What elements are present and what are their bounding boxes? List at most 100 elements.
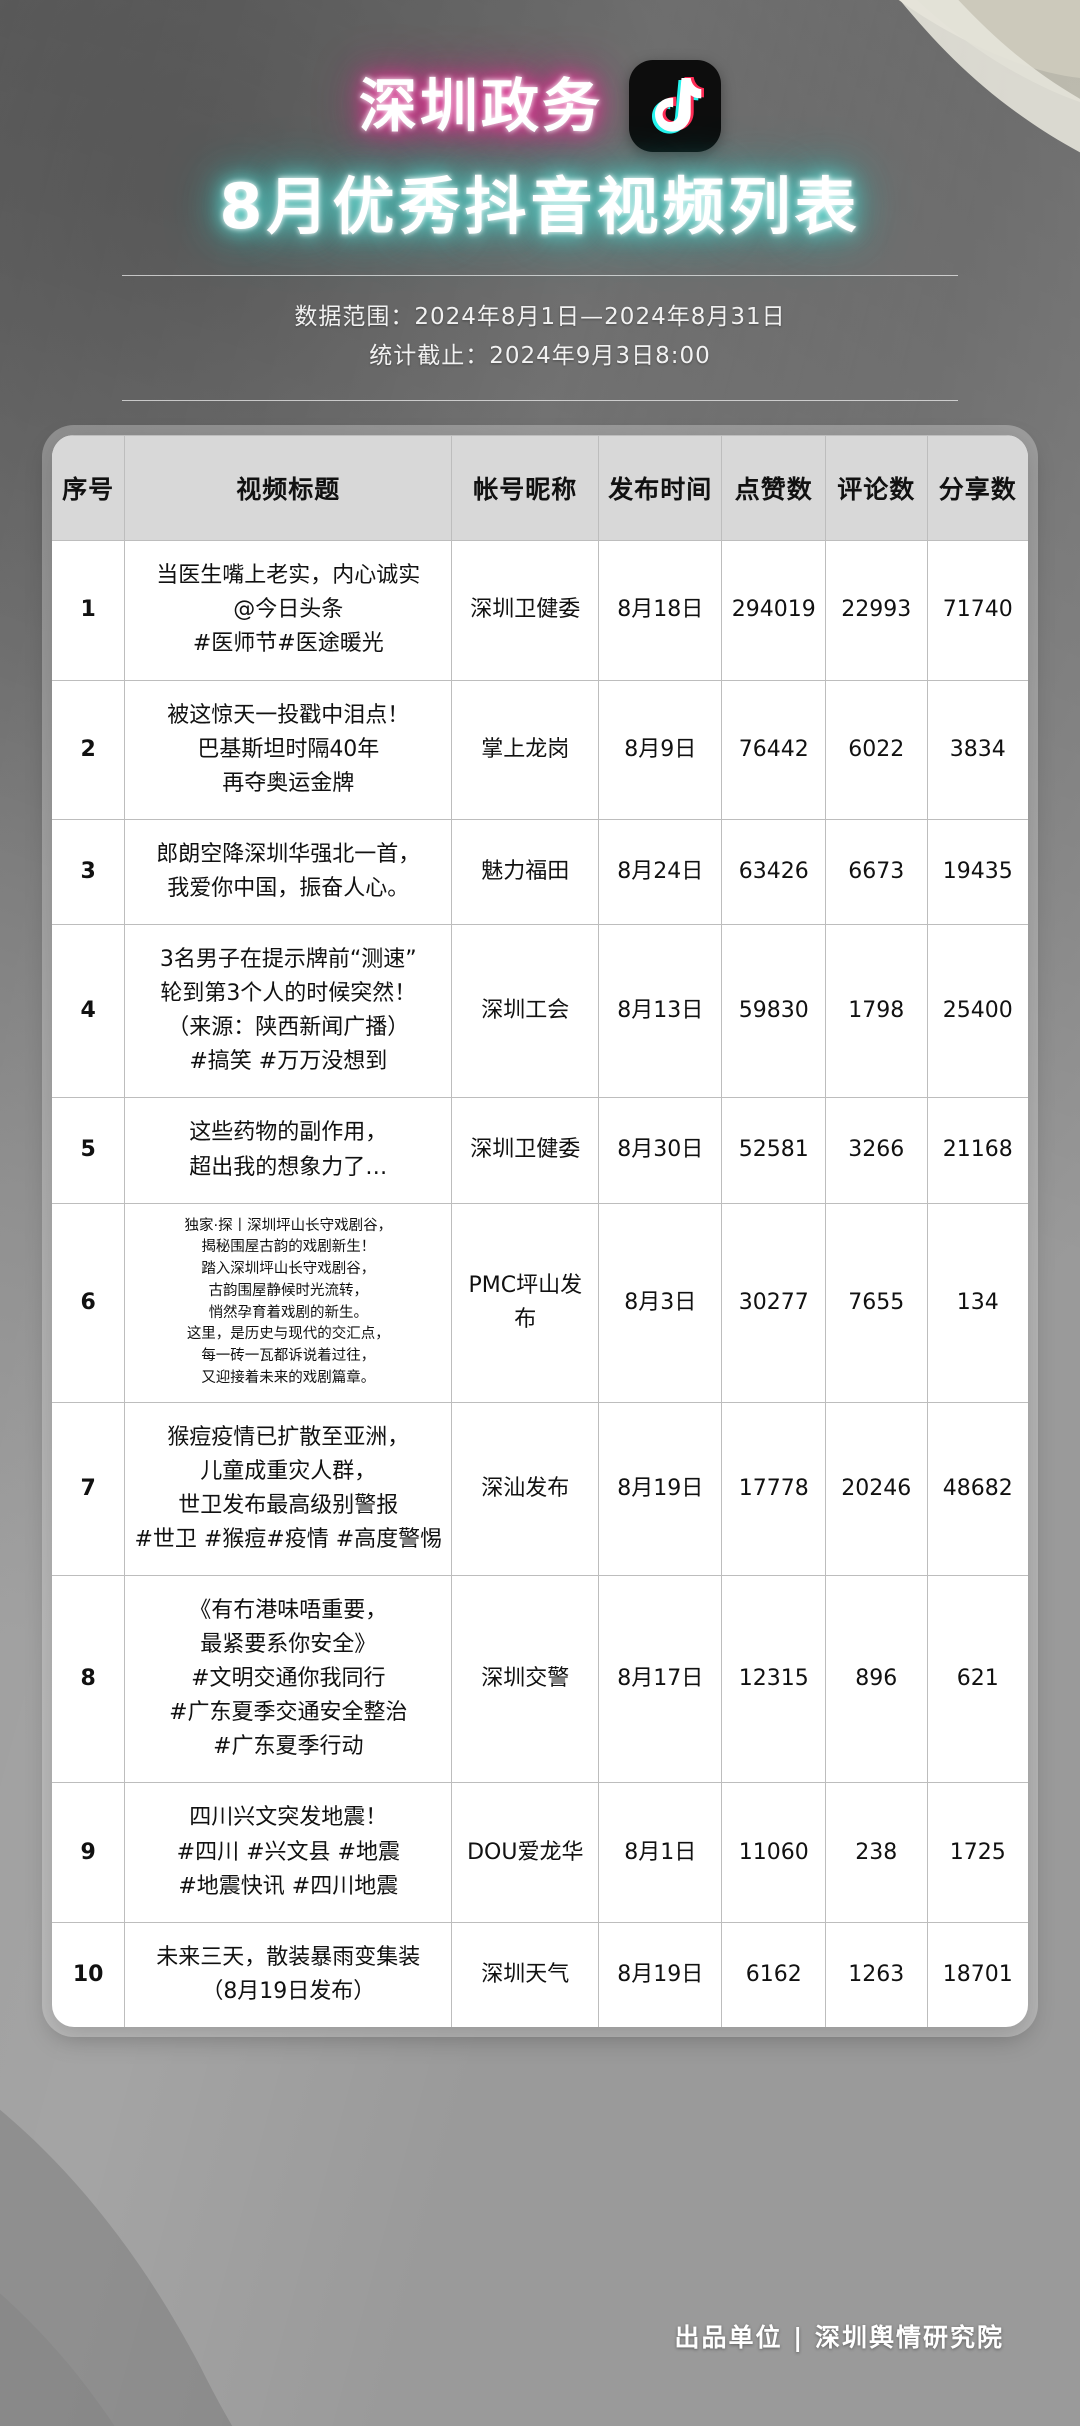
col-header-likes: 点赞数 (721, 435, 827, 542)
col-header-title: 视频标题 (124, 435, 453, 542)
row-shares-cell: 3834 (926, 679, 1028, 820)
row-comments-cell: 7655 (825, 1202, 928, 1403)
row-account-cell: 深圳工会 (451, 924, 600, 1099)
row-shares-cell: 134 (926, 1202, 1028, 1403)
row-index-cell: 5 (52, 1097, 126, 1204)
row-index-cell: 3 (52, 818, 126, 926)
table-row: 9 四川兴文突发地震！ #四川 #兴文县 #地震 #地震快讯 #四川地震 DOU爱龙华 8… (52, 1782, 1028, 1923)
footer: 出品单位 | 深圳舆情研究院 (674, 2323, 1004, 2352)
page-title-secondary: 8月优秀抖音视频列表 (219, 170, 861, 243)
row-account-cell: 深圳卫健委 (451, 1097, 600, 1204)
row-date-cell: 8月17日 (598, 1574, 723, 1784)
table-row: 1 当医生嘴上老实，内心诚实 @今日头条 #医师节#医途暖光 深圳卫健委 8月18日 294… (52, 540, 1028, 681)
meta-cutoff: 统计截止：2024年9月3日8:00 (369, 343, 711, 370)
row-date-cell: 8月30日 (598, 1097, 723, 1204)
meta-block: 数据范围：2024年8月1日—2024年8月31日 统计截止：2024年9月3日… (0, 298, 1080, 376)
row-date-cell: 8月1日 (598, 1782, 723, 1923)
row-comments-cell: 1798 (825, 924, 928, 1099)
table-header-row: 序号 视频标题 帐号昵称 发布时间 点赞数 评论数 分享数 (52, 435, 1028, 542)
row-comments-cell: 20246 (825, 1401, 928, 1576)
row-shares-cell: 48682 (926, 1401, 1028, 1576)
row-date-cell: 8月24日 (598, 818, 723, 926)
row-date-cell: 8月18日 (598, 540, 723, 681)
row-account-cell: DOU爱龙华 (451, 1782, 600, 1923)
row-likes-cell: 12315 (721, 1574, 827, 1784)
row-account-cell: 深圳天气 (451, 1921, 600, 2027)
row-title-cell: 3名男子在提示牌前“测速” 轮到第3个人的时候突然！ （来源：陕西新闻广播） #搞笑 … (124, 924, 453, 1099)
row-likes-cell: 17778 (721, 1401, 827, 1576)
table-body: 1 当医生嘴上老实，内心诚实 @今日头条 #医师节#医途暖光 深圳卫健委 8月18日 294… (52, 540, 1028, 2027)
row-title-cell: 郎朗空降深圳华强北一首， 我爱你中国，振奋人心。 (124, 818, 453, 926)
table-row: 6 独家·探丨深圳坪山长守戏剧谷， 揭秘围屋古韵的戏剧新生！ 踏入深圳坪山长守戏剧谷，… (52, 1202, 1028, 1403)
row-title-cell: 独家·探丨深圳坪山长守戏剧谷， 揭秘围屋古韵的戏剧新生！ 踏入深圳坪山长守戏剧谷，古… (124, 1202, 453, 1403)
page-title-primary: 深圳政务 (358, 72, 603, 140)
row-index-cell: 1 (52, 540, 126, 681)
title-row: 深圳政务 (0, 60, 1080, 152)
row-index-cell: 8 (52, 1574, 126, 1784)
row-index-cell: 9 (52, 1782, 126, 1923)
decorative-ribbon-top-right (580, 0, 1080, 500)
table-head: 序号 视频标题 帐号昵称 发布时间 点赞数 评论数 分享数 (52, 435, 1028, 542)
row-likes-cell: 294019 (721, 540, 827, 681)
table-row: 8 《有冇港味唔重要， 最紧要系你安全》 #文明交通你我同行 #广东夏季交通安全整治 #广… (52, 1574, 1028, 1784)
video-ranking-table: 序号 视频标题 帐号昵称 发布时间 点赞数 评论数 分享数 1 当医生嘴上老实，内… (52, 435, 1028, 2027)
row-likes-cell: 76442 (721, 679, 827, 820)
row-index-cell: 7 (52, 1401, 126, 1576)
row-comments-cell: 22993 (825, 540, 928, 681)
col-header-date: 发布时间 (598, 435, 723, 542)
row-account-cell: 深圳交警 (451, 1574, 600, 1784)
table-row: 7 猴痘疫情已扩散至亚洲， 儿童成重灾人群， 世卫发布最高级别警报 #世卫 #猴痘#疫情… (52, 1401, 1028, 1576)
row-account-cell: 魅力福田 (451, 818, 600, 926)
row-index-cell: 2 (52, 679, 126, 820)
tiktok-logo-icon (629, 60, 721, 152)
col-header-shares: 分享数 (926, 435, 1028, 542)
table-row: 4 3名男子在提示牌前“测速” 轮到第3个人的时候突然！ （来源：陕西新闻广播） #搞笑… (52, 924, 1028, 1099)
row-title-cell: 猴痘疫情已扩散至亚洲， 儿童成重灾人群， 世卫发布最高级别警报 #世卫 #猴痘#疫情 … (124, 1401, 453, 1576)
row-title-cell: 未来三天，散装暴雨变集装 （8月19日发布） (124, 1921, 453, 2027)
col-header-account: 帐号昵称 (451, 435, 600, 542)
row-likes-cell: 52581 (721, 1097, 827, 1204)
row-comments-cell: 6022 (825, 679, 928, 820)
page-header: 深圳政务 8月优秀抖音视频列表 数据范围：2024年8月1日—2024年8月31… (0, 0, 1080, 402)
table-row: 2 被这惊天一投戳中泪点！ 巴基斯坦时隔40年 再夺奥运金牌 掌上龙岗 8月9日 76442… (52, 679, 1028, 820)
row-title-cell: 这些药物的副作用， 超出我的想象力了… (124, 1097, 453, 1204)
row-index-cell: 6 (52, 1202, 126, 1403)
row-shares-cell: 25400 (926, 924, 1028, 1099)
row-date-cell: 8月9日 (598, 679, 723, 820)
row-account-cell: PMC坪山发布 (451, 1202, 600, 1403)
row-date-cell: 8月3日 (598, 1202, 723, 1403)
row-title-cell: 《有冇港味唔重要， 最紧要系你安全》 #文明交通你我同行 #广东夏季交通安全整治 #广东… (124, 1574, 453, 1784)
table-card: 序号 视频标题 帐号昵称 发布时间 点赞数 评论数 分享数 1 当医生嘴上老实，内… (52, 435, 1028, 2027)
table-row: 10 未来三天，散装暴雨变集装 （8月19日发布） 深圳天气 8月19日 6162 1263… (52, 1921, 1028, 2027)
row-likes-cell: 11060 (721, 1782, 827, 1923)
row-date-cell: 8月19日 (598, 1401, 723, 1576)
row-title-cell: 四川兴文突发地震！ #四川 #兴文县 #地震 #地震快讯 #四川地震 (124, 1782, 453, 1923)
row-account-cell: 掌上龙岗 (451, 679, 600, 820)
row-title-cell: 当医生嘴上老实，内心诚实 @今日头条 #医师节#医途暖光 (124, 540, 453, 681)
row-date-cell: 8月13日 (598, 924, 723, 1099)
row-comments-cell: 3266 (825, 1097, 928, 1204)
decorative-swoosh-bottom-left (0, 1846, 580, 2426)
col-header-comments: 评论数 (825, 435, 928, 542)
row-comments-cell: 1263 (825, 1921, 928, 2027)
col-header-index: 序号 (52, 435, 126, 542)
row-comments-cell: 6673 (825, 818, 928, 926)
divider-bottom (122, 400, 958, 402)
row-date-cell: 8月19日 (598, 1921, 723, 2027)
table-row: 3 郎朗空降深圳华强北一首， 我爱你中国，振奋人心。 魅力福田 8月24日 63426 66… (52, 818, 1028, 926)
meta-data-range: 数据范围：2024年8月1日—2024年8月31日 (294, 304, 786, 331)
row-likes-cell: 30277 (721, 1202, 827, 1403)
table-row: 5 这些药物的副作用， 超出我的想象力了… 深圳卫健委 8月30日 52581 3266 21… (52, 1097, 1028, 1204)
row-likes-cell: 59830 (721, 924, 827, 1099)
row-shares-cell: 621 (926, 1574, 1028, 1784)
row-index-cell: 4 (52, 924, 126, 1099)
row-comments-cell: 238 (825, 1782, 928, 1923)
row-shares-cell: 71740 (926, 540, 1028, 681)
row-title-cell: 被这惊天一投戳中泪点！ 巴基斯坦时隔40年 再夺奥运金牌 (124, 679, 453, 820)
row-index-cell: 10 (52, 1921, 126, 2027)
row-shares-cell: 21168 (926, 1097, 1028, 1204)
row-shares-cell: 18701 (926, 1921, 1028, 2027)
row-account-cell: 深圳卫健委 (451, 540, 600, 681)
row-comments-cell: 896 (825, 1574, 928, 1784)
divider-top (122, 275, 958, 277)
